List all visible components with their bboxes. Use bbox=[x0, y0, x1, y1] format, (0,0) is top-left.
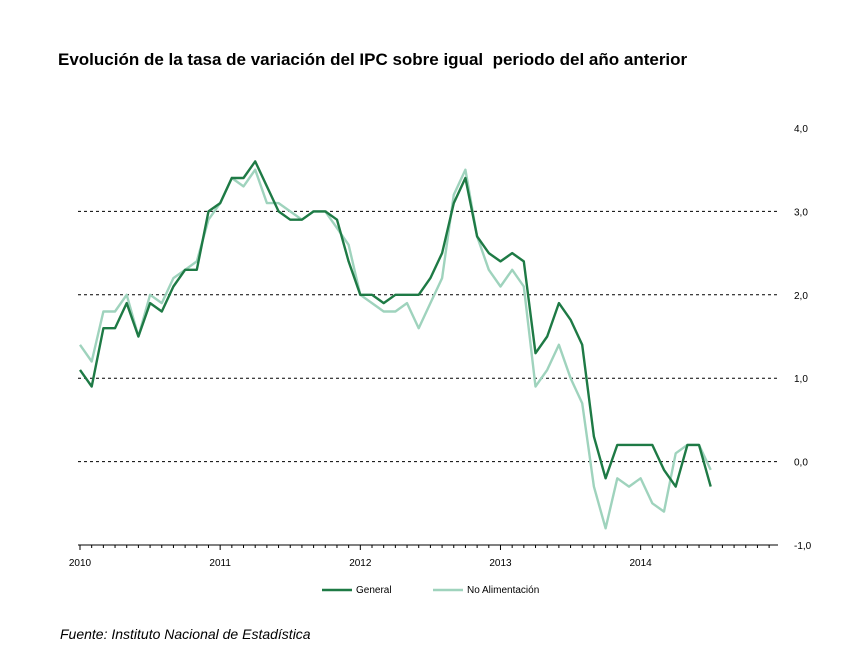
x-tick-label: 2012 bbox=[349, 558, 372, 569]
y-tick-label: 4,0 bbox=[794, 124, 808, 135]
y-tick-label: -1,0 bbox=[794, 541, 812, 552]
legend-no-alimentacion-label: No Alimentación bbox=[467, 585, 539, 596]
x-tick-label: 2013 bbox=[489, 558, 512, 569]
series-line-general bbox=[79, 160, 712, 488]
source-note: Fuente: Instituto Nacional de Estadístic… bbox=[60, 626, 311, 642]
series-line-no-alimentacion bbox=[79, 168, 712, 530]
legend-general-label: General bbox=[356, 585, 392, 596]
y-tick-label: 1,0 bbox=[794, 374, 808, 385]
chart-title: Evolución de la tasa de variación del IP… bbox=[58, 50, 688, 69]
x-tick-label: 2014 bbox=[630, 558, 653, 569]
y-tick-label: 0,0 bbox=[794, 458, 808, 469]
x-tick-label: 2011 bbox=[209, 558, 231, 569]
y-tick-label: 3,0 bbox=[794, 207, 808, 218]
x-tick-label: 2010 bbox=[69, 558, 92, 569]
y-tick-label: 2,0 bbox=[794, 291, 808, 302]
